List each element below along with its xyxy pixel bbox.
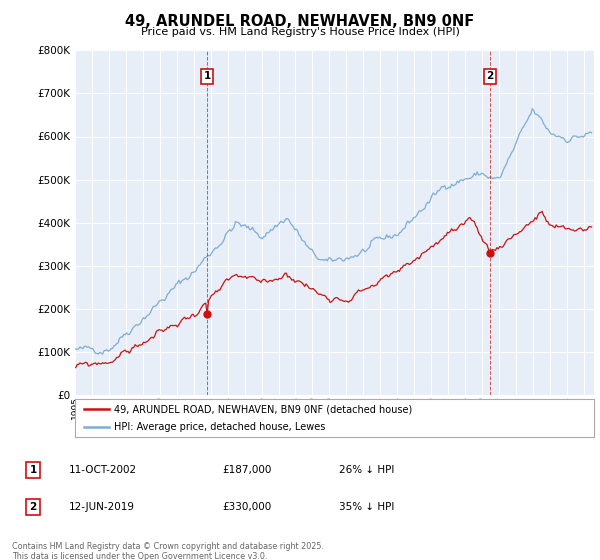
Text: Price paid vs. HM Land Registry's House Price Index (HPI): Price paid vs. HM Land Registry's House … xyxy=(140,27,460,37)
Text: 49, ARUNDEL ROAD, NEWHAVEN, BN9 0NF (detached house): 49, ARUNDEL ROAD, NEWHAVEN, BN9 0NF (det… xyxy=(114,404,412,414)
Text: 2: 2 xyxy=(486,71,493,81)
Text: 35% ↓ HPI: 35% ↓ HPI xyxy=(339,502,394,512)
Text: 1: 1 xyxy=(203,71,211,81)
Text: HPI: Average price, detached house, Lewes: HPI: Average price, detached house, Lewe… xyxy=(114,422,325,432)
Text: 11-OCT-2002: 11-OCT-2002 xyxy=(69,465,137,475)
Text: Contains HM Land Registry data © Crown copyright and database right 2025.
This d: Contains HM Land Registry data © Crown c… xyxy=(12,542,324,560)
Text: 1: 1 xyxy=(29,465,37,475)
Text: 2: 2 xyxy=(29,502,37,512)
Text: 49, ARUNDEL ROAD, NEWHAVEN, BN9 0NF: 49, ARUNDEL ROAD, NEWHAVEN, BN9 0NF xyxy=(125,14,475,29)
Text: 26% ↓ HPI: 26% ↓ HPI xyxy=(339,465,394,475)
Text: £330,000: £330,000 xyxy=(222,502,271,512)
Text: 12-JUN-2019: 12-JUN-2019 xyxy=(69,502,135,512)
Text: £187,000: £187,000 xyxy=(222,465,271,475)
